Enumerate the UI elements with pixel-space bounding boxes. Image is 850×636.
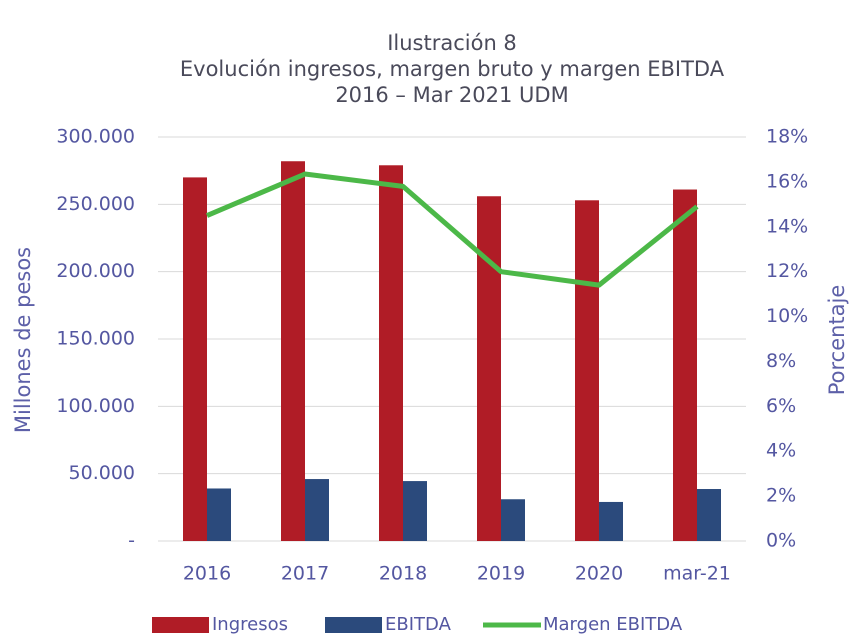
legend-label: EBITDA <box>385 614 452 635</box>
y2-tick-label: 16% <box>766 170 808 192</box>
bar <box>183 177 207 541</box>
y-tick-label: 100.000 <box>56 395 135 417</box>
legend-swatch <box>325 617 382 633</box>
y2-tick-label: 18% <box>766 126 808 148</box>
y2-tick-label: 12% <box>766 260 808 282</box>
bar <box>207 488 231 541</box>
chart-title: 2016 – Mar 2021 UDM <box>335 83 568 107</box>
y-tick-label: 200.000 <box>56 260 135 282</box>
legend-label: Ingresos <box>212 614 288 635</box>
legend-label: Margen EBITDA <box>543 614 683 635</box>
bar <box>575 200 599 541</box>
y-tick-label: 250.000 <box>56 193 135 215</box>
y2-tick-label: 0% <box>766 530 796 552</box>
y-tick-label: 50.000 <box>69 462 135 484</box>
x-tick-label: 2020 <box>575 563 623 585</box>
y-tick-label: 150.000 <box>56 328 135 350</box>
chart-title: Evolución ingresos, margen bruto y marge… <box>180 57 725 81</box>
y2-tick-label: 6% <box>766 395 796 417</box>
bar <box>697 489 721 541</box>
bar <box>501 499 525 541</box>
x-tick-label: mar-21 <box>663 563 731 585</box>
bar <box>673 189 697 541</box>
bar <box>281 161 305 542</box>
line <box>206 171 699 288</box>
x-tick-label: 2016 <box>183 563 231 585</box>
chart-title: Ilustración 8 <box>387 31 517 55</box>
y2-tick-label: 2% <box>766 485 796 507</box>
bar <box>599 501 623 541</box>
y2-axis-title: Porcentaje <box>825 285 849 396</box>
bar <box>379 165 403 541</box>
x-tick-label: 2017 <box>281 563 329 585</box>
y-tick-label: 300.000 <box>56 126 135 148</box>
bar <box>403 481 427 541</box>
bar <box>305 479 329 541</box>
x-tick-label: 2018 <box>379 563 427 585</box>
bar <box>477 196 501 541</box>
y2-tick-label: 4% <box>766 440 796 462</box>
y-tick-label: - <box>128 530 135 552</box>
y-axis-title: Millones de pesos <box>11 247 35 433</box>
legend-swatch <box>152 617 209 633</box>
x-tick-label: 2019 <box>477 563 525 585</box>
y2-tick-label: 10% <box>766 305 808 327</box>
y2-tick-label: 14% <box>766 215 808 237</box>
y2-tick-label: 8% <box>766 350 796 372</box>
